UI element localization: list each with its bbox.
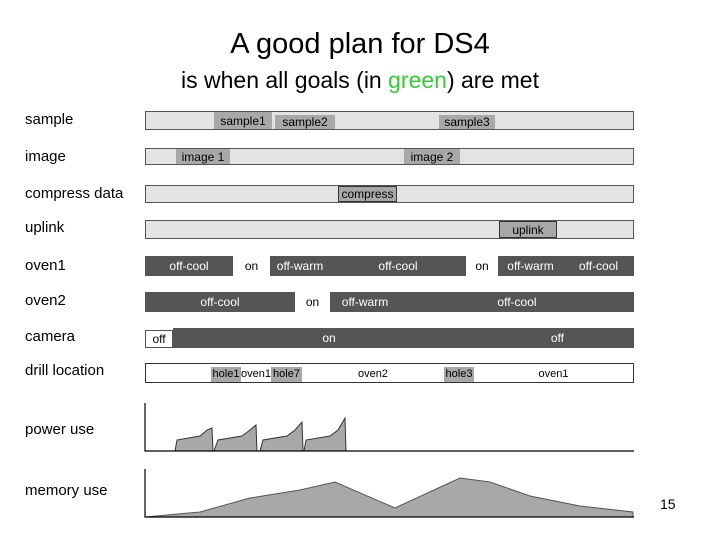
timeline-track-drill: hole1 oven1 hole7 oven2 hole3 oven1 (145, 363, 634, 383)
timeline-track-oven1: off-cool on off-warm off-cool on off-war… (145, 256, 634, 276)
segment-drill-oven2: oven2 (302, 367, 444, 382)
row-label-drill-location: drill location (25, 362, 105, 379)
slide-subtitle: is when all goals (in green) are met (0, 67, 720, 94)
subtitle-green-word: green (388, 67, 447, 93)
segment-drill-oven1: oven1 (241, 367, 271, 382)
row-label-camera: camera (25, 328, 76, 345)
timeline-track-image: image 1 image 2 (145, 148, 634, 165)
segment-drill-hole3: hole3 (444, 367, 474, 382)
segment-oven1-off-cool: off-cool (330, 256, 466, 276)
segment-camera-off: off (485, 328, 634, 348)
power-use-axis (144, 403, 634, 452)
subtitle-pre: is when all goals (in (181, 67, 389, 93)
segment-sample3: sample3 (439, 115, 495, 129)
segment-oven1-on: on (233, 256, 270, 276)
segment-oven2-off-warm: off-warm (330, 292, 400, 312)
segment-oven1-off-warm: off-warm (498, 256, 563, 276)
segment-camera-off: off (145, 330, 173, 348)
row-label-uplink: uplink (25, 219, 65, 236)
page-number: 15 (660, 496, 676, 512)
row-label-power-use: power use (25, 421, 95, 438)
segment-camera-on: on (173, 328, 485, 348)
timeline-track-sample: sample1 sample2 sample3 (145, 111, 634, 130)
segment-drill-hole7: hole7 (271, 367, 302, 382)
slide-title: A good plan for DS4 (230, 28, 490, 60)
power-use-area (174, 416, 630, 452)
row-label-compress-data: compress data (25, 185, 124, 202)
segment-sample2: sample2 (275, 115, 335, 129)
segment-drill-oven1: oven1 (474, 367, 633, 382)
segment-oven2-off-cool: off-cool (400, 292, 634, 312)
segment-compress: compress (338, 186, 397, 202)
segment-uplink: uplink (499, 221, 557, 238)
timeline-track-compress: compress (145, 185, 634, 203)
memory-use-axis (144, 469, 634, 518)
memory-use-area (144, 477, 634, 518)
segment-oven1-off-warm: off-warm (270, 256, 330, 276)
row-label-sample: sample (25, 111, 74, 128)
subtitle-post: ) are met (446, 67, 539, 93)
row-label-oven1: oven1 (25, 257, 66, 274)
segment-oven1-off-cool: off-cool (563, 256, 634, 276)
row-label-memory-use: memory use (25, 482, 108, 499)
timeline-track-camera: off on off (145, 328, 634, 348)
segment-image-2: image 2 (404, 149, 460, 164)
timeline-track-oven2: off-cool on off-warm off-cool (145, 292, 634, 312)
row-label-image: image (25, 148, 66, 165)
segment-oven2-off-cool: off-cool (145, 292, 295, 312)
segment-drill-hole1: hole1 (211, 367, 241, 382)
segment-image-1: image 1 (176, 149, 230, 164)
timeline-track-uplink: uplink (145, 220, 634, 239)
row-label-oven2: oven2 (25, 292, 66, 309)
segment-oven2-on: on (295, 292, 330, 312)
segment-sample1: sample1 (214, 112, 272, 129)
segment-oven1-on: on (466, 256, 498, 276)
segment-oven1-off-cool: off-cool (145, 256, 233, 276)
